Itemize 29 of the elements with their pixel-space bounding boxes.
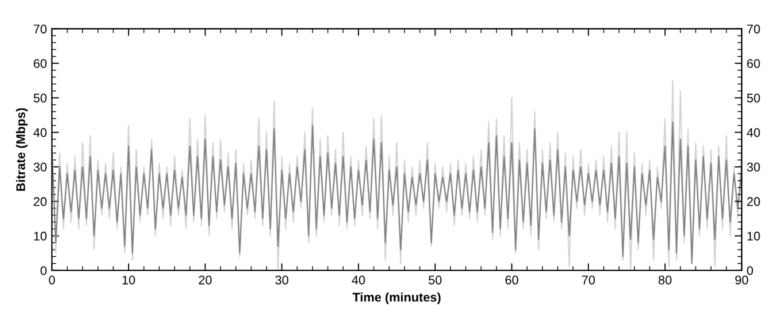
- x-tick-label: 90: [735, 276, 748, 284]
- x-tick-label: 20: [198, 276, 212, 284]
- x-tick-label: 40: [352, 276, 365, 284]
- y2-tick-label: 60: [747, 59, 760, 68]
- y2-tick-label: 10: [747, 232, 760, 241]
- x-tick-label: 30: [275, 276, 288, 284]
- y2-tick-label: 40: [746, 128, 760, 137]
- y-tick-label: 30: [34, 162, 47, 172]
- y2-tick-label: 20: [747, 197, 760, 206]
- x-axis-title: Time (minutes): [352, 292, 441, 304]
- x-tick-label: 50: [428, 276, 442, 284]
- y2-tick-label: 70: [747, 24, 760, 34]
- y-tick-label: 40: [33, 128, 47, 137]
- y-tick-label: 20: [34, 197, 47, 206]
- y2-tick-label: 0: [747, 266, 753, 276]
- y-tick-label: 10: [34, 232, 47, 241]
- x-tick-label: 10: [122, 276, 136, 284]
- y2-tick-label: 50: [747, 94, 760, 102]
- x-tick-label: 0: [48, 276, 55, 284]
- y-axis-title: Bitrate (Mbps): [16, 108, 28, 191]
- y-tick-label: 0: [40, 266, 47, 276]
- x-tick-label: 60: [505, 276, 518, 284]
- x-tick-label: 80: [658, 276, 672, 284]
- x-tick-label: 70: [582, 276, 595, 284]
- y-tick-label: 60: [34, 59, 47, 68]
- y-tick-label: 70: [34, 24, 47, 34]
- y2-tick-label: 30: [747, 162, 760, 172]
- line-series: [52, 121, 742, 264]
- y-tick-label: 50: [34, 94, 47, 102]
